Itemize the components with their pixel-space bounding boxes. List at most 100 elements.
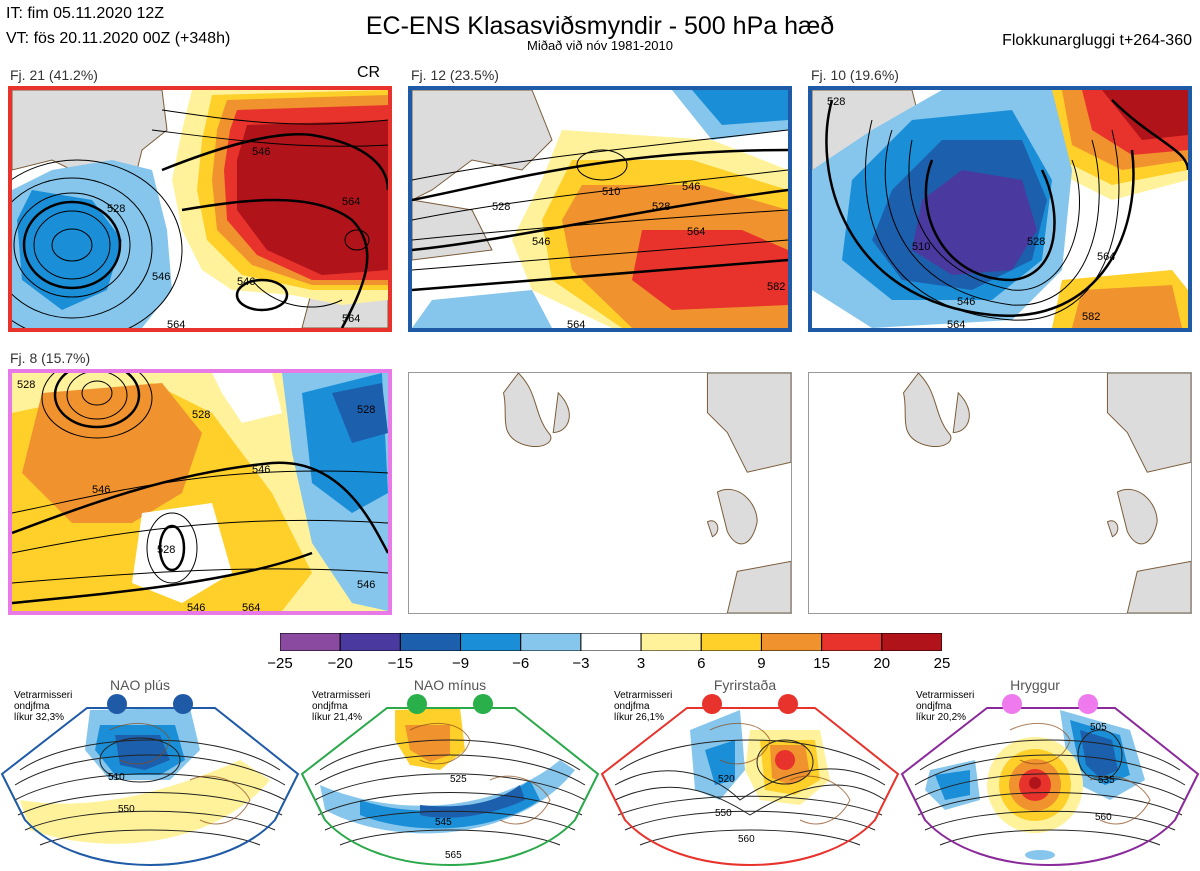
contour-label: 505 bbox=[1090, 722, 1107, 733]
page-subtitle: Miðað við nóv 1981-2010 bbox=[527, 38, 673, 53]
contour-label: 520 bbox=[718, 774, 735, 785]
contour-label: 546 bbox=[187, 602, 205, 611]
contour-label: 546 bbox=[252, 464, 270, 476]
cluster-1-map: 528 546 564 546 546 564 564 bbox=[8, 86, 392, 332]
cluster-4-map: 528 528 546 546 528 546 546 564 528 bbox=[8, 369, 392, 615]
colorbar-tick-label: −3 bbox=[572, 655, 590, 672]
regime-4-map: 505 535 560 bbox=[900, 694, 1200, 866]
contour-label: 535 bbox=[1098, 775, 1115, 786]
colorbar-tick-label: −25 bbox=[267, 655, 293, 672]
contour-label: 546 bbox=[957, 296, 975, 308]
note-line: líkur 20,2% bbox=[916, 712, 967, 723]
contour-label: 564 bbox=[342, 313, 360, 325]
empty-map-panel-1 bbox=[408, 372, 792, 614]
contour-label: 510 bbox=[602, 186, 620, 198]
colorbar-swatch bbox=[580, 632, 642, 652]
regime-4-note: Vetrarmisseri ondjfma líkur 20,2% bbox=[916, 690, 974, 723]
cluster-1-label: Fj. 21 (41.2%) bbox=[10, 67, 98, 83]
colorbar-tick-label: −9 bbox=[451, 655, 470, 672]
empty-map-panel-2 bbox=[808, 372, 1192, 614]
colorbar-swatch bbox=[520, 632, 582, 652]
colorbar-tick-label: −20 bbox=[327, 655, 353, 672]
contour-label: 528 bbox=[17, 379, 35, 391]
contour-label: 510 bbox=[912, 241, 930, 253]
colorbar-tick-label: 6 bbox=[697, 655, 706, 672]
contour-label: 564 bbox=[342, 196, 360, 208]
contour-label: 528 bbox=[1027, 236, 1045, 248]
contour-label: 582 bbox=[1082, 311, 1100, 323]
contour-label: 550 bbox=[715, 808, 732, 819]
colorbar-swatch bbox=[279, 632, 341, 652]
contour-label: 528 bbox=[107, 203, 125, 215]
regime-2-note: Vetrarmisseri ondjfma líkur 21,4% bbox=[312, 690, 370, 723]
note-line: Vetrarmisseri bbox=[614, 690, 673, 701]
contour-label: 528 bbox=[652, 201, 670, 213]
contour-label: 545 bbox=[435, 817, 452, 828]
note-line: líkur 32,3% bbox=[14, 712, 65, 723]
contour-label: 528 bbox=[192, 409, 210, 421]
cluster-3-map: 528 510 528 546 564 564 582 bbox=[808, 86, 1192, 332]
init-time: IT: fim 05.11.2020 12Z bbox=[6, 5, 165, 22]
contour-label: 528 bbox=[357, 404, 375, 416]
note-line: ondjfma bbox=[916, 701, 952, 712]
contour-label: 525 bbox=[450, 774, 467, 785]
cluster-2-label: Fj. 12 (23.5%) bbox=[411, 67, 499, 83]
valid-time: VT: fös 20.11.2020 00Z (+348h) bbox=[6, 30, 231, 47]
note-line: Vetrarmisseri bbox=[14, 690, 73, 701]
colorbar-tick-label: 25 bbox=[933, 655, 951, 672]
regime-1-title: NAO plús bbox=[110, 677, 170, 693]
contour-label: 546 bbox=[532, 236, 550, 248]
regime-1-note: Vetrarmisseri ondjfma líkur 32,3% bbox=[14, 690, 72, 723]
contour-label: 582 bbox=[767, 281, 785, 293]
regime-1-map: 510 550 bbox=[0, 694, 300, 866]
regime-3-note: Vetrarmisseri ondjfma líkur 26,1% bbox=[614, 690, 672, 723]
contour-label: 546 bbox=[357, 579, 375, 591]
colorbar-swatch bbox=[339, 632, 401, 652]
contour-label: 564 bbox=[1097, 251, 1115, 263]
cluster-3-label: Fj. 10 (19.6%) bbox=[811, 67, 899, 83]
contour-label: 546 bbox=[252, 146, 270, 158]
regime-2-title: NAO mínus bbox=[413, 677, 487, 693]
contour-label: 564 bbox=[947, 319, 965, 328]
cluster-2-map: 510 528 546 528 546 564 564 582 bbox=[408, 86, 792, 332]
contour-label: 528 bbox=[827, 96, 845, 108]
note-line: líkur 21,4% bbox=[312, 712, 363, 723]
colorbar-tick-label: 3 bbox=[636, 655, 646, 672]
contour-label: 510 bbox=[108, 772, 125, 783]
classification-window: Flokkunargluggi t+264-360 bbox=[1002, 32, 1192, 49]
colorbar-swatch bbox=[760, 632, 823, 652]
contour-label: 564 bbox=[687, 226, 705, 238]
contour-label: 546 bbox=[92, 484, 110, 496]
contour-label: 528 bbox=[492, 201, 510, 213]
colorbar-swatch bbox=[700, 632, 762, 652]
regime-4-title: Hryggur bbox=[1010, 677, 1060, 693]
colorbar bbox=[279, 632, 943, 652]
note-line: ondjfma bbox=[614, 701, 650, 712]
page-title: EC-ENS Klasasviðsmyndir - 500 hPa hæð bbox=[365, 12, 835, 40]
contour-label: 528 bbox=[157, 544, 175, 556]
note-line: ondjfma bbox=[14, 701, 50, 712]
colorbar-tick-label: −15 bbox=[387, 655, 414, 672]
colorbar-swatch bbox=[821, 632, 883, 652]
contour-label: 550 bbox=[118, 804, 135, 815]
contour-label: 564 bbox=[242, 602, 260, 611]
contour-label: 560 bbox=[738, 834, 755, 845]
note-line: Vetrarmisseri bbox=[916, 690, 975, 701]
regime-3-title: Fyrirstaða bbox=[713, 677, 777, 693]
contour-label: 564 bbox=[167, 319, 185, 328]
colorbar-swatch bbox=[460, 632, 522, 652]
colorbar-tick-label: 20 bbox=[873, 655, 891, 672]
note-line: Vetrarmisseri bbox=[312, 690, 371, 701]
colorbar-swatch bbox=[881, 632, 943, 652]
cluster-4-label: Fj. 8 (15.7%) bbox=[10, 350, 91, 366]
colorbar-swatch bbox=[399, 632, 462, 652]
colorbar-swatch bbox=[640, 632, 702, 652]
note-line: líkur 26,1% bbox=[614, 712, 665, 723]
contour-label: 546 bbox=[682, 181, 700, 193]
regime-3-map: 520 550 560 bbox=[600, 694, 900, 866]
contour-label: 546 bbox=[237, 276, 255, 288]
note-line: ondjfma bbox=[312, 701, 348, 712]
regime-2-map: 525 545 565 bbox=[300, 694, 600, 866]
colorbar-tick-label: −6 bbox=[512, 655, 530, 672]
contour-label: 546 bbox=[152, 271, 170, 283]
